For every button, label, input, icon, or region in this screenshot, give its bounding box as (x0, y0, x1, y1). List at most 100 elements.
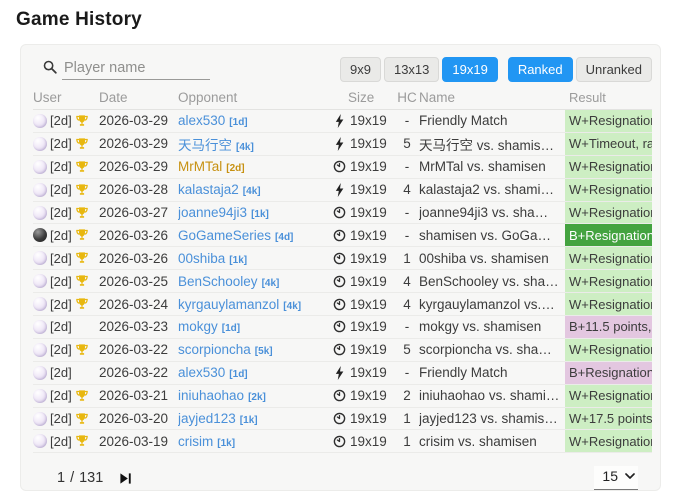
game-result: B+Resignation, … (569, 227, 652, 243)
table-row[interactable]: [2d] 2026-03-23 mokgy [1d] 19x19 (33, 316, 652, 339)
game-date: 2026-03-26 (99, 227, 169, 243)
opponent-rank: [5k] (254, 346, 273, 358)
opponent-link[interactable]: scorpioncha (178, 342, 251, 358)
user-cell: [2d] (33, 251, 99, 266)
clock-icon (333, 252, 346, 265)
table-row[interactable]: [2d] 2026-03-29 天马行空 [4k] 19x19 (33, 132, 652, 156)
table-row[interactable]: [2d] 2026-03-22 alex530 [1d] 19x19 (33, 361, 652, 385)
game-result: W+Resignation,… (569, 296, 652, 312)
filter-buttons: 9x9 13x13 19x19 Ranked Unranked (337, 56, 652, 82)
size-cell: 19x19 (333, 434, 395, 449)
opponent-link[interactable]: GoGameSeries (178, 227, 272, 243)
table-row[interactable]: [2d] 2026-03-25 BenSchooley [4k] 1 (33, 270, 652, 294)
stone-icon (33, 251, 47, 266)
table-row[interactable]: [2d] 2026-03-21 iniuhaohao [2k] 19 (33, 384, 652, 408)
size-cell: 19x19 (333, 388, 395, 403)
table-header-row: User Date Opponent Size HC Name Result (33, 84, 652, 110)
result-cell: W+Resignation,… (565, 293, 652, 316)
filter-ranked[interactable]: Ranked (507, 56, 573, 82)
opponent-rank: [4k] (242, 186, 261, 198)
opponent-rank: [4k] (261, 277, 280, 289)
player-rank: [2d] (50, 205, 72, 220)
stone-icon (33, 342, 47, 357)
opponent-link[interactable]: mokgy (178, 319, 218, 335)
opponent-cell: alex530 [1d] (178, 365, 333, 380)
trophy-icon (75, 160, 90, 174)
page-size-select[interactable]: 15 (594, 466, 638, 491)
trophy-icon (75, 297, 90, 311)
game-name: kalastaja2 vs. shami… (419, 182, 555, 198)
filter-9x9[interactable]: 9x9 (340, 56, 381, 82)
toolbar: 9x9 13x13 19x19 Ranked Unranked (33, 54, 652, 84)
table-row[interactable]: [2d] 2026-03-22 scorpioncha [5k] 1 (33, 338, 652, 362)
opponent-link[interactable]: joanne94ji3 (178, 205, 248, 220)
result-cell: B+Resignation, … (565, 361, 652, 384)
opponent-link[interactable]: alex530 (178, 113, 226, 129)
game-date: 2026-03-23 (99, 319, 169, 335)
result-cell: W+Resignation,… (565, 384, 652, 407)
opponent-link[interactable]: MrMTal (178, 159, 223, 175)
size-cell: 19x19 (333, 228, 395, 243)
stone-icon (33, 113, 47, 128)
game-date: 2026-03-27 (99, 205, 169, 220)
search-input[interactable] (62, 58, 210, 80)
filter-19x19[interactable]: 19x19 (442, 56, 498, 82)
stone-icon (33, 274, 47, 289)
opponent-link[interactable]: kyrgauylamanzol (178, 296, 280, 312)
table-row[interactable]: [2d] 2026-03-29 alex530 [1d] 19x19 (33, 110, 652, 133)
board-size: 19x19 (350, 227, 387, 243)
game-date: 2026-03-29 (99, 113, 169, 129)
opponent-link[interactable]: crisim (178, 433, 214, 449)
board-size: 19x19 (350, 159, 387, 175)
board-size: 19x19 (350, 136, 387, 152)
opponent-rank: [1d] (229, 369, 248, 381)
table-row[interactable]: [2d] 2026-03-26 00shiba [1k] 19x19 (33, 247, 652, 271)
game-result: B+11.5 points, r… (569, 319, 652, 335)
player-rank: [2d] (50, 388, 72, 404)
opponent-cell: 天马行空 [4k] (178, 134, 333, 154)
opponent-link[interactable]: alex530 (178, 365, 226, 381)
filter-13x13[interactable]: 13x13 (383, 56, 440, 82)
table-row[interactable]: [2d] 2026-03-27 joanne94ji3 [1k] 1 (33, 201, 652, 225)
column-header-opponent: Opponent (178, 90, 238, 105)
table-row[interactable]: [2d] 2026-03-28 kalastaja2 [4k] 19 (33, 178, 652, 202)
opponent-rank: [2d] (226, 163, 245, 175)
stone-icon (33, 388, 47, 403)
table-row[interactable]: [2d] 2026-03-20 jayjed123 [1k] 19x (33, 407, 652, 431)
opponent-link[interactable]: 00shiba (178, 250, 226, 266)
opponent-link[interactable]: 天马行空 (178, 137, 232, 153)
game-date: 2026-03-20 (99, 411, 169, 427)
result-cell: W+Timeout, ra… (565, 132, 652, 155)
result-cell: W+Resignation,… (565, 247, 652, 270)
game-result: W+Resignation,… (569, 182, 652, 198)
game-name: shamisen vs. GoGa… (419, 227, 552, 243)
chevron-down-icon (625, 473, 635, 479)
table-row[interactable]: [2d] 2026-03-26 GoGameSeries [4d] (33, 224, 652, 248)
handicap: - (404, 159, 410, 175)
game-name: MrMTal vs. shamisen (419, 159, 546, 175)
opponent-rank: [1k] (229, 254, 248, 266)
opponent-link[interactable]: BenSchooley (178, 273, 258, 289)
opponent-rank: [1k] (217, 437, 236, 449)
player-rank: [2d] (50, 411, 72, 427)
table-row[interactable]: [2d] 2026-03-19 crisim [1k] 19x19 (33, 430, 652, 454)
filter-unranked[interactable]: Unranked (575, 56, 652, 82)
table-row[interactable]: [2d] 2026-03-29 MrMTal [2d] 19x19 (33, 155, 652, 179)
opponent-rank: [2k] (248, 392, 266, 404)
result-cell: B+11.5 points, r… (565, 316, 652, 338)
handicap: 1 (403, 433, 411, 449)
opponent-rank: [1k] (251, 209, 269, 220)
game-name: 00shiba vs. shamisen (419, 250, 549, 266)
opponent-link[interactable]: kalastaja2 (178, 182, 239, 198)
game-name: BenSchooley vs. sha… (419, 273, 559, 289)
opponent-link[interactable]: jayjed123 (178, 411, 236, 427)
clock-icon (333, 229, 346, 242)
handicap: 2 (403, 388, 411, 404)
column-header-size: Size (348, 90, 375, 105)
total-pages: 131 (79, 470, 104, 487)
last-page-button[interactable] (119, 472, 132, 485)
column-header-user: User (33, 90, 62, 105)
opponent-link[interactable]: iniuhaohao (178, 388, 245, 404)
opponent-rank: [1d] (229, 117, 248, 129)
table-row[interactable]: [2d] 2026-03-24 kyrgauylamanzol [4k] (33, 293, 652, 317)
